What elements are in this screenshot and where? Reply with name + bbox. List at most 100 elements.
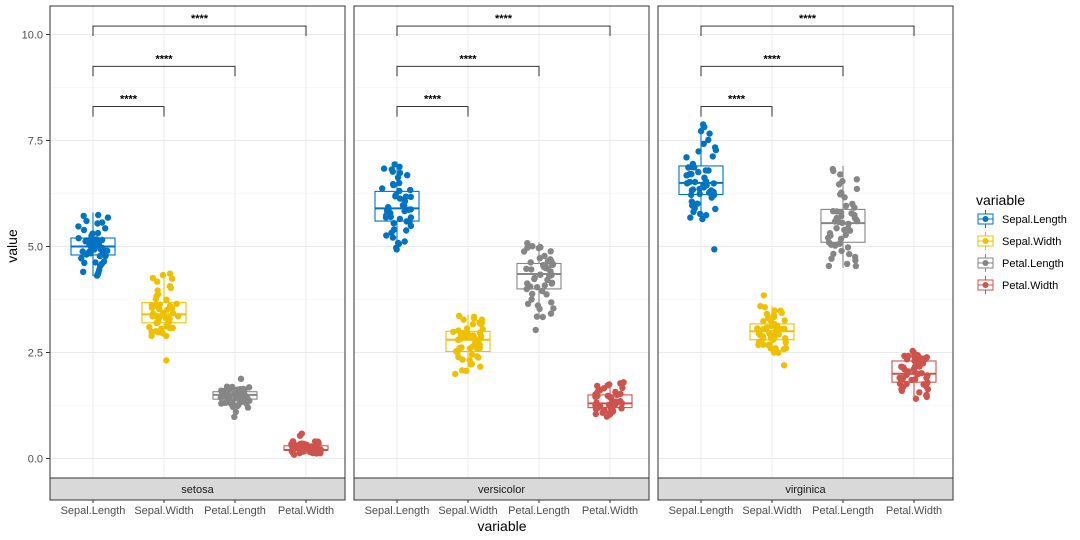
data-point	[848, 210, 855, 217]
data-point	[100, 258, 108, 265]
data-point	[392, 191, 399, 199]
data-point	[80, 212, 87, 220]
data-point	[837, 171, 844, 178]
data-point	[687, 214, 694, 221]
strip-label: virginica	[785, 484, 826, 496]
data-point	[918, 370, 925, 377]
x-tick-label: Sepal.Width	[134, 505, 193, 517]
data-point	[75, 235, 82, 242]
data-point	[83, 217, 90, 225]
data-point	[245, 384, 253, 391]
data-point	[905, 352, 912, 360]
data-point	[548, 299, 555, 306]
data-point	[159, 271, 167, 279]
data-point	[459, 330, 467, 337]
data-point	[396, 169, 404, 177]
x-tick-label: Petal.Width	[886, 505, 942, 517]
data-point	[524, 280, 531, 287]
x-tick-label: Sepal.Width	[438, 505, 497, 517]
data-point	[612, 388, 619, 396]
data-point	[92, 259, 99, 266]
data-point	[232, 408, 240, 416]
data-point	[389, 234, 397, 241]
x-tick-label: Sepal.Length	[61, 505, 126, 517]
significance-label: ****	[191, 13, 209, 25]
data-point	[527, 259, 534, 266]
bracket-line	[396, 65, 540, 77]
data-point	[830, 250, 837, 258]
data-point	[470, 332, 477, 339]
legend-label: Sepal.Length	[1002, 214, 1067, 226]
data-point	[174, 313, 182, 320]
x-tick-label: Petal.Length	[204, 505, 266, 517]
data-point	[379, 185, 386, 192]
data-point	[782, 335, 789, 342]
data-point	[754, 325, 761, 332]
significance-label: ****	[763, 53, 781, 65]
data-point	[407, 214, 415, 221]
data-point	[920, 355, 927, 362]
data-point	[702, 167, 709, 174]
data-point	[217, 394, 224, 401]
data-point	[618, 405, 625, 412]
data-point	[532, 326, 539, 334]
data-point	[711, 246, 718, 253]
data-point	[524, 244, 531, 251]
data-point	[838, 189, 845, 196]
data-point	[455, 327, 462, 334]
data-point	[455, 312, 463, 319]
data-point	[169, 324, 176, 332]
data-point	[688, 198, 695, 205]
significance-bracket-2: ****	[92, 53, 236, 77]
significance-label: ****	[728, 94, 746, 106]
x-axis-title: variable	[477, 518, 526, 534]
data-point	[173, 300, 180, 307]
box-setosa-Petal.Width	[283, 430, 329, 458]
significance-label: ****	[495, 13, 513, 25]
data-point	[617, 390, 624, 398]
data-point	[842, 231, 849, 239]
data-point	[825, 262, 833, 270]
data-point	[547, 248, 554, 255]
data-point	[829, 165, 836, 173]
data-point	[851, 253, 859, 261]
data-point	[75, 223, 82, 230]
x-tick-label: Petal.Length	[508, 505, 570, 517]
data-point	[154, 287, 161, 294]
data-point	[700, 140, 707, 147]
y-tick-label: 0.0	[28, 454, 43, 466]
data-point	[218, 387, 225, 394]
data-point	[237, 375, 245, 382]
data-point	[699, 121, 707, 128]
data-point	[158, 325, 165, 332]
data-point	[760, 292, 767, 299]
data-point	[604, 382, 611, 389]
data-point	[837, 235, 845, 242]
data-point	[833, 208, 840, 215]
data-point	[463, 325, 471, 332]
data-point	[548, 279, 556, 286]
data-point	[685, 164, 692, 171]
bracket-line	[700, 25, 915, 37]
box-virginica-Sepal.Width	[749, 292, 795, 369]
data-point	[896, 374, 903, 382]
data-point	[529, 243, 536, 250]
bracket-line	[92, 25, 307, 37]
data-point	[479, 325, 486, 333]
data-point	[706, 130, 713, 137]
data-point	[710, 180, 717, 187]
data-point	[898, 363, 905, 370]
data-point	[98, 236, 106, 244]
significance-bracket-2: ****	[396, 53, 540, 77]
y-tick-label: 2.5	[28, 348, 43, 360]
data-point	[78, 255, 85, 262]
data-point	[853, 185, 861, 193]
significance-bracket-2: ****	[700, 53, 844, 77]
data-point	[826, 230, 834, 237]
data-point	[231, 413, 238, 420]
data-point	[80, 226, 88, 234]
data-point	[389, 180, 397, 188]
data-point	[395, 240, 403, 248]
data-point	[539, 313, 546, 321]
